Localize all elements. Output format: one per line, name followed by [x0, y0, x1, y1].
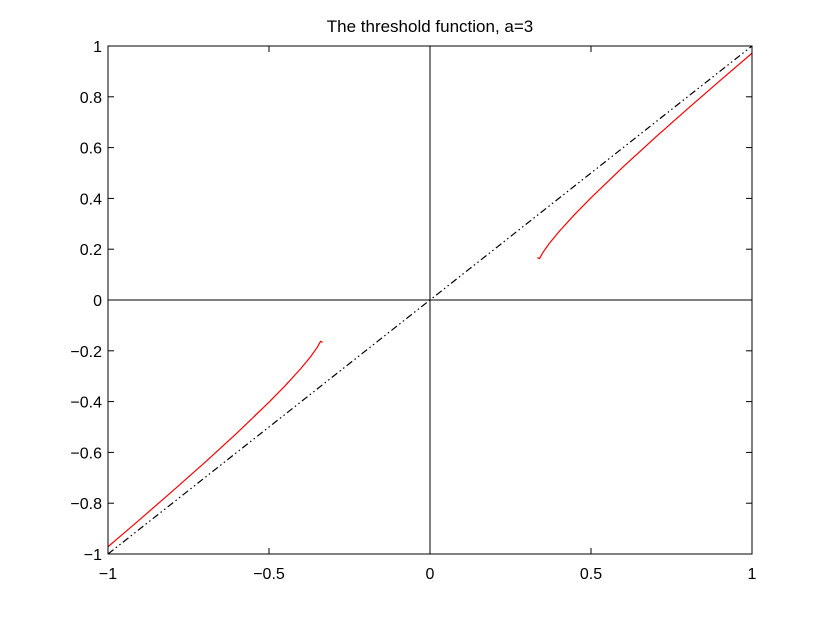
- y-tick-label: −1: [84, 547, 102, 564]
- x-tick-label: 0: [426, 566, 435, 583]
- y-tick-label: 0.2: [80, 242, 102, 259]
- y-tick-label: 0.4: [80, 191, 102, 208]
- x-tick-label: −0.5: [253, 566, 285, 583]
- y-tick-label: −0.4: [70, 395, 102, 412]
- y-tick-label: 0: [93, 293, 102, 310]
- y-tick-label: −0.8: [70, 496, 102, 513]
- x-tick-label: −1: [99, 566, 117, 583]
- axis-ticks: −1 −0.5 0 0.5 1 −1 −0.8 −0.6 −0.4 −0.2 0 0.2 0.4 0.6 0…: [70, 39, 756, 583]
- series-line-1: [107, 340, 323, 548]
- series-line-2: [537, 52, 753, 260]
- y-tick-label: 0.6: [80, 141, 102, 158]
- plot-area: [107, 45, 753, 555]
- x-tick-label: 1: [748, 566, 757, 583]
- y-tick-label: −0.2: [70, 344, 102, 361]
- y-tick-label: 1: [93, 39, 102, 56]
- x-tick-label: 0.5: [580, 566, 602, 583]
- chart-title: The threshold function, a=3: [327, 17, 534, 36]
- y-tick-label: −0.6: [70, 445, 102, 462]
- y-tick-label: 0.8: [80, 90, 102, 107]
- series-line-0: [107, 45, 753, 555]
